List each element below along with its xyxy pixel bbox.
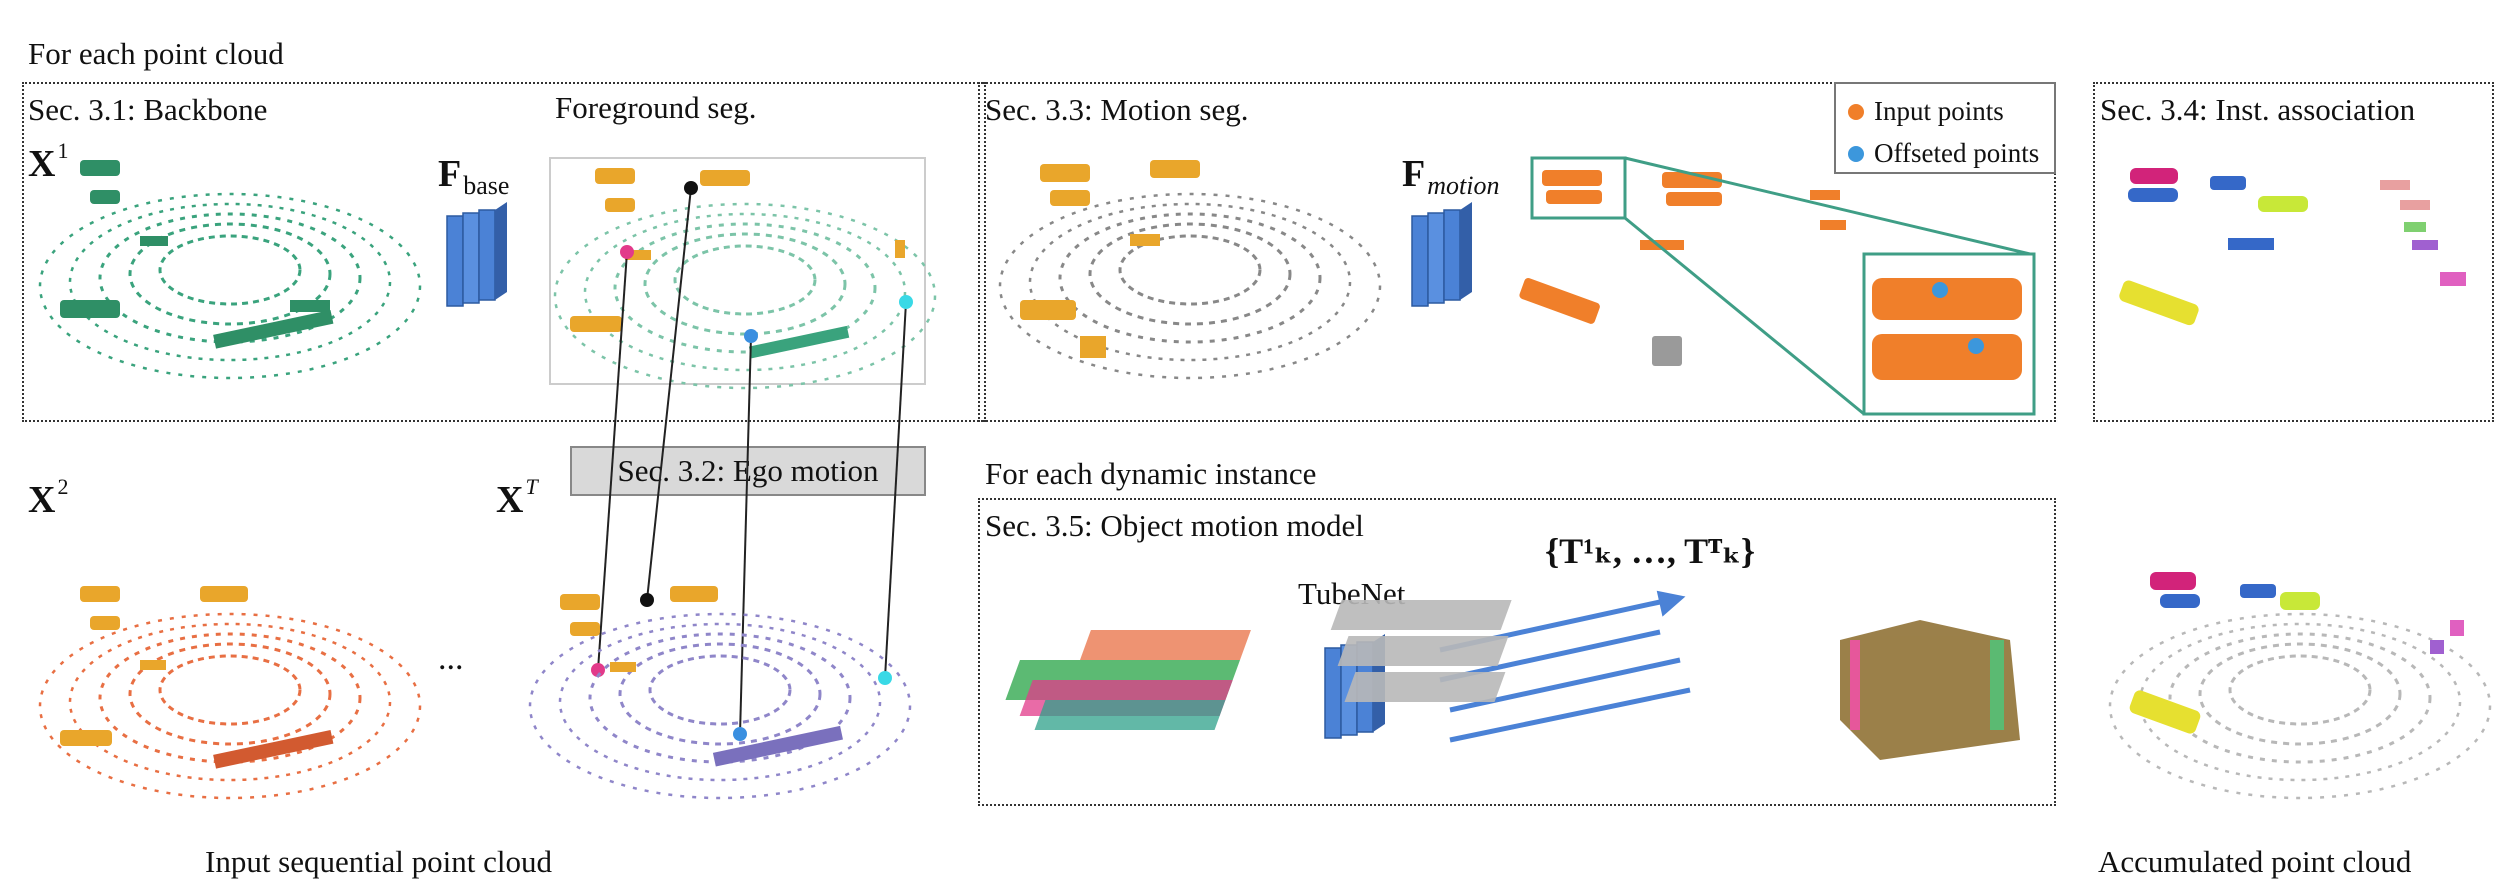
sec-object-motion-label: Sec. 3.5: Object motion model	[985, 508, 1364, 543]
backbone-box	[22, 82, 986, 422]
sec-inst-assoc-label: Sec. 3.4: Inst. association	[2100, 92, 2416, 127]
ellipsis: ...	[438, 640, 464, 677]
f-base-symbol: Fbase	[438, 153, 510, 200]
sec-motion-seg-label: Sec. 3.3: Motion seg.	[985, 92, 1249, 127]
caption-input-sequential: Input sequential point cloud	[205, 844, 552, 879]
scan-xt	[528, 586, 912, 800]
scan-accumulated	[2108, 572, 2492, 800]
f-motion-symbol: Fmotion	[1402, 153, 1500, 200]
x1-symbol: X1	[28, 138, 69, 185]
sec-foreground-label: Foreground seg.	[555, 90, 757, 125]
legend-item-offset: Offseted points	[1848, 138, 2039, 169]
legend-label-offset: Offseted points	[1874, 138, 2040, 168]
legend-item-input: Input points	[1848, 96, 2004, 127]
caption-accumulated: Accumulated point cloud	[2098, 844, 2412, 879]
scan-x2	[38, 586, 422, 800]
offset-points-dot-icon	[1848, 145, 1864, 162]
input-points-dot-icon	[1848, 103, 1864, 120]
tubenet-label: TubeNet	[1298, 576, 1406, 611]
x2-symbol: X2	[28, 474, 69, 521]
legend: Input points Offseted points	[1834, 82, 2056, 174]
motion-seg-box	[978, 82, 2056, 422]
legend-label-input: Input points	[1874, 96, 2004, 126]
heading-dynamic-instance: For each dynamic instance	[985, 456, 1317, 491]
transform-set-symbol: {T¹ₖ, …, Tᵀₖ}	[1545, 531, 1756, 571]
xt-symbol: XT	[496, 474, 538, 521]
ego-motion-box: Sec. 3.2: Ego motion	[570, 446, 926, 496]
object-motion-box	[978, 498, 2056, 806]
sec-backbone-label: Sec. 3.1: Backbone	[28, 92, 268, 127]
inst-assoc-box	[2093, 82, 2494, 422]
heading-point-cloud: For each point cloud	[28, 36, 284, 71]
